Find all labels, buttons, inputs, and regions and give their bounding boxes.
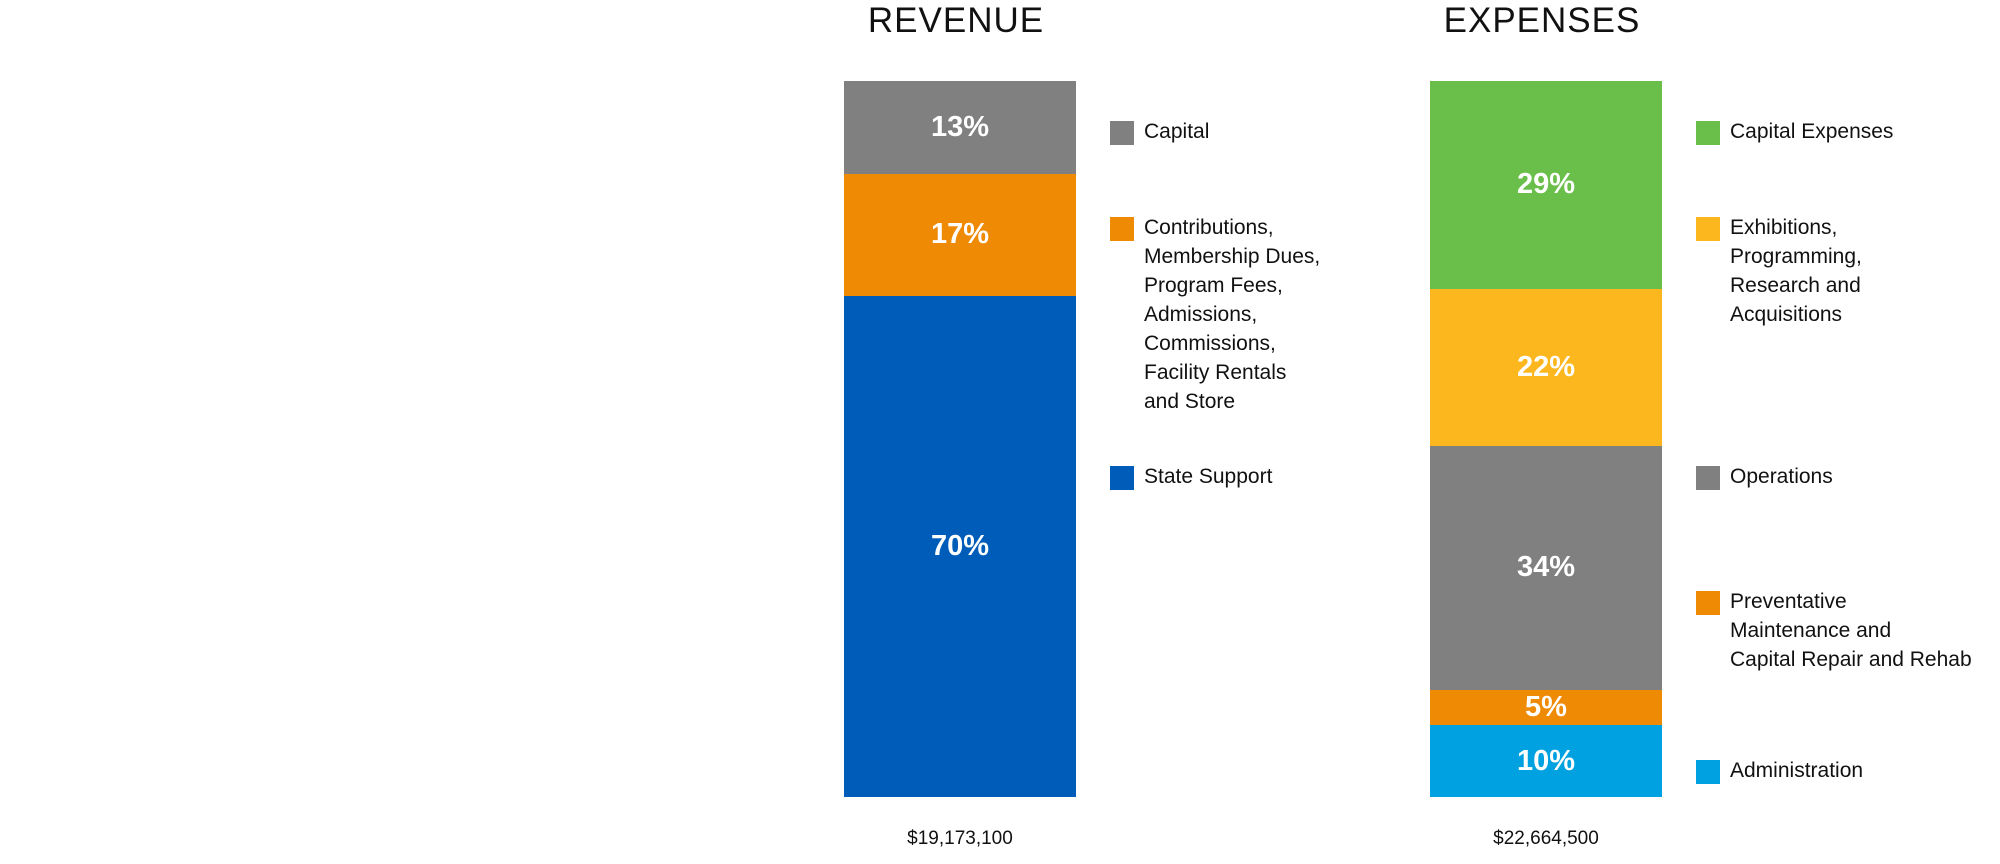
legend-swatch bbox=[1110, 466, 1134, 490]
legend-swatch bbox=[1696, 217, 1720, 241]
expenses-legend-item: Administration bbox=[1696, 756, 1863, 785]
revenue-chart: REVENUE 13% 17% 70% Capital Contributions, … bbox=[840, 0, 1360, 864]
expenses-legend-item: Preventative Maintenance and Capital Rep… bbox=[1696, 587, 1972, 674]
expenses-legend-item: Exhibitions, Programming, Research and A… bbox=[1696, 213, 1862, 329]
revenue-bar-segment: 13% bbox=[844, 81, 1076, 175]
expenses-segment-label: 22% bbox=[1516, 350, 1576, 383]
revenue-bar-segment: 17% bbox=[844, 174, 1076, 296]
expenses-bar-segment: 22% bbox=[1430, 288, 1662, 447]
legend-swatch bbox=[1696, 466, 1720, 490]
expenses-bar-segment: 5% bbox=[1430, 689, 1662, 726]
legend-swatch bbox=[1110, 121, 1134, 145]
revenue-stacked-bar: 13% 17% 70% bbox=[844, 81, 1076, 797]
legend-swatch bbox=[1110, 217, 1134, 241]
revenue-bar-segment: 70% bbox=[844, 295, 1076, 797]
expenses-segment-label: 34% bbox=[1516, 551, 1576, 584]
expenses-legend-item: Operations bbox=[1696, 462, 1833, 491]
revenue-total: $19,173,100 bbox=[907, 828, 1013, 849]
expenses-stacked-bar: 29% 22% 34% 5% 10% bbox=[1430, 81, 1662, 797]
expenses-total: $22,664,500 bbox=[1493, 828, 1599, 849]
revenue-segment-label: 13% bbox=[930, 111, 990, 144]
legend-swatch bbox=[1696, 760, 1720, 784]
revenue-legend-item: Capital bbox=[1110, 117, 1209, 146]
revenue-title: REVENUE bbox=[867, 1, 1045, 40]
expenses-segment-label: 10% bbox=[1516, 744, 1576, 777]
revenue-segment-label: 70% bbox=[930, 529, 990, 562]
expenses-legend-label: Administration bbox=[1730, 759, 1864, 782]
revenue-legend-item: Contributions, Membership Dues, Program … bbox=[1110, 213, 1320, 416]
revenue-legend-label: Contributions, Membership Dues, Program … bbox=[1144, 216, 1321, 413]
revenue-legend-label: State Support bbox=[1144, 465, 1273, 488]
revenue-segment-label: 17% bbox=[930, 218, 990, 251]
expenses-legend-item: Capital Expenses bbox=[1696, 117, 1893, 146]
revenue-legend: Capital Contributions, Membership Dues, P… bbox=[1110, 0, 1430, 800]
revenue-legend-label: Capital bbox=[1144, 120, 1210, 143]
expenses-legend-label: Exhibitions, Programming, Research and A… bbox=[1730, 216, 1862, 326]
expenses-legend-label: Operations bbox=[1730, 465, 1833, 488]
expenses-segment-label: 5% bbox=[1525, 690, 1567, 723]
expenses-title: EXPENSES bbox=[1443, 1, 1641, 40]
expenses-bar-segment: 34% bbox=[1430, 446, 1662, 690]
legend-swatch bbox=[1696, 591, 1720, 615]
expenses-segment-label: 29% bbox=[1516, 168, 1576, 201]
expenses-legend-label: Preventative Maintenance and Capital Rep… bbox=[1730, 590, 1972, 671]
expenses-legend: Capital Expenses Exhibitions, Programming… bbox=[1696, 0, 2000, 800]
legend-swatch bbox=[1696, 121, 1720, 145]
expenses-legend-label: Capital Expenses bbox=[1730, 120, 1894, 143]
expenses-chart: EXPENSES 29% 22% 34% 5% 10% Capital Expenses… bbox=[1426, 0, 2000, 864]
revenue-legend-item: State Support bbox=[1110, 462, 1272, 491]
expenses-bar-segment: 10% bbox=[1430, 725, 1662, 797]
expenses-bar-segment: 29% bbox=[1430, 81, 1662, 289]
